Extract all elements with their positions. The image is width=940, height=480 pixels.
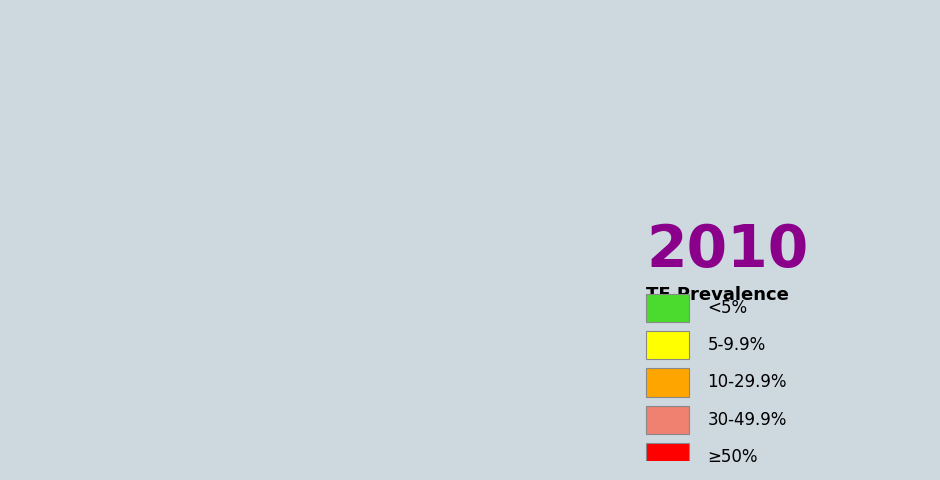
Text: TF Prevalence: TF Prevalence bbox=[647, 286, 789, 304]
Text: 10-29.9%: 10-29.9% bbox=[708, 373, 787, 392]
Bar bbox=[647, 443, 689, 471]
Bar bbox=[647, 294, 689, 322]
Bar bbox=[647, 406, 689, 434]
Text: 30-49.9%: 30-49.9% bbox=[708, 411, 787, 429]
Text: 2010: 2010 bbox=[647, 222, 808, 279]
Text: 5-9.9%: 5-9.9% bbox=[708, 336, 765, 354]
Text: ≥50%: ≥50% bbox=[708, 448, 758, 466]
Bar bbox=[647, 368, 689, 396]
Text: <5%: <5% bbox=[708, 299, 747, 317]
Bar bbox=[647, 331, 689, 360]
